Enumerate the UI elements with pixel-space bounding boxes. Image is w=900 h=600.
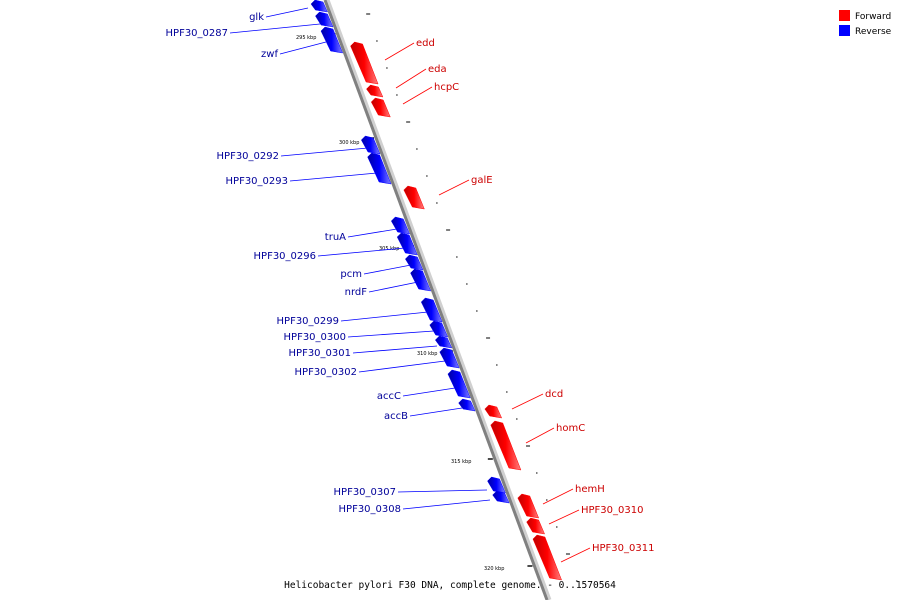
legend-reverse-swatch xyxy=(839,25,850,36)
gene-label-zwf[interactable]: zwf xyxy=(261,49,278,60)
legend: Forward Reverse xyxy=(839,10,892,37)
gene-block-zwf[interactable] xyxy=(320,26,344,54)
gene-label-hpf30_0299[interactable]: HPF30_0299 xyxy=(277,316,339,327)
gene-leader-line xyxy=(358,360,446,373)
gene-label-hemh[interactable]: hemH xyxy=(575,484,605,495)
gene-block-nrdf[interactable] xyxy=(410,268,432,292)
gene-block-gale[interactable] xyxy=(403,185,425,210)
gene-label-hpf30_0296[interactable]: HPF30_0296 xyxy=(254,251,316,262)
gene-block-hpf30_0296[interactable] xyxy=(396,232,418,256)
gene-label-homc[interactable]: homC xyxy=(556,423,585,434)
gene-block-glk[interactable] xyxy=(310,0,328,13)
gene-leader-line xyxy=(542,488,574,505)
gene-block-hpf30_0292[interactable] xyxy=(361,135,381,155)
gene-block-hpf30_0311[interactable] xyxy=(532,534,562,581)
gene-layer xyxy=(310,0,562,581)
gene-leader-line xyxy=(397,489,488,493)
gene-block-dcd[interactable] xyxy=(484,404,503,419)
gene-block-trua[interactable] xyxy=(390,216,410,235)
gene-leader-line xyxy=(280,147,369,157)
gene-label-pcm[interactable]: pcm xyxy=(340,269,362,280)
gene-leader-line xyxy=(229,23,321,34)
gene-label-hpf30_0302[interactable]: HPF30_0302 xyxy=(295,367,357,378)
gene-label-hpf30_0292[interactable]: HPF30_0292 xyxy=(217,151,279,162)
gene-label-hpf30_0307[interactable]: HPF30_0307 xyxy=(334,487,396,498)
tick-label: 320 kbp xyxy=(484,566,504,572)
gene-leader-line xyxy=(347,228,398,238)
gene-block-hpf30_0308[interactable] xyxy=(492,490,510,504)
backbone-shadow xyxy=(324,0,552,600)
gene-label-gale[interactable]: galE xyxy=(471,175,493,186)
gene-leader-line xyxy=(265,7,309,18)
gene-block-hpf30_0302[interactable] xyxy=(439,347,460,369)
gene-label-hpf30_0310[interactable]: HPF30_0310 xyxy=(581,505,643,516)
gene-leader-line xyxy=(368,281,419,293)
tick-label: 300 kbp xyxy=(339,140,359,146)
gene-block-accc[interactable] xyxy=(447,369,471,399)
gene-label-hpf30_0308[interactable]: HPF30_0308 xyxy=(339,504,401,515)
tick-label: 305 kbp xyxy=(379,246,399,252)
gene-leader-line xyxy=(363,264,412,275)
gene-leader-line xyxy=(409,407,463,417)
gene-label-trua[interactable]: truA xyxy=(325,232,346,243)
gene-leader-line xyxy=(548,509,580,525)
gene-leader-line xyxy=(395,68,427,89)
gene-block-accb[interactable] xyxy=(458,398,476,412)
gene-label-hpf30_0287[interactable]: HPF30_0287 xyxy=(166,28,228,39)
gene-block-hemh[interactable] xyxy=(517,493,540,519)
gene-leader-line xyxy=(402,387,456,397)
gene-block-hpf30_0300[interactable] xyxy=(429,320,449,338)
gene-block-edd[interactable] xyxy=(350,41,379,85)
genome-caption: Helicobacter pylori F30 DNA, complete ge… xyxy=(284,580,616,591)
gene-leader-line xyxy=(560,547,591,563)
tick-label: 315 kbp xyxy=(451,459,471,465)
gene-label-hpf30_0300[interactable]: HPF30_0300 xyxy=(284,332,346,343)
gene-leader-line xyxy=(438,179,470,196)
gene-block-homc[interactable] xyxy=(490,420,522,471)
gene-leader-line xyxy=(289,172,378,182)
gene-block-hpf30_0287[interactable] xyxy=(315,11,334,28)
gene-label-edd[interactable]: edd xyxy=(416,38,435,49)
gene-leader-line xyxy=(340,311,429,322)
gene-leader-line xyxy=(317,247,406,257)
gene-label-hpf30_0301[interactable]: HPF30_0301 xyxy=(289,348,351,359)
gene-leader-line xyxy=(384,42,415,61)
gene-leader-line xyxy=(525,427,555,444)
gene-block-hcpc[interactable] xyxy=(370,97,391,118)
gene-block-hpf30_0293[interactable] xyxy=(367,152,392,185)
gene-leader-line xyxy=(402,499,491,510)
gene-block-pcm[interactable] xyxy=(405,254,424,271)
legend-reverse-label: Reverse xyxy=(855,27,892,37)
gene-block-eda[interactable] xyxy=(366,84,384,98)
gene-leader-line xyxy=(352,345,438,354)
gene-block-hpf30_0310[interactable] xyxy=(526,517,545,535)
gene-label-nrdf[interactable]: nrdF xyxy=(345,287,368,298)
legend-forward-label: Forward xyxy=(855,12,891,22)
legend-forward-swatch xyxy=(839,10,850,21)
gene-leader-line xyxy=(511,393,544,410)
gene-label-glk[interactable]: glk xyxy=(249,12,264,23)
gene-leader-line xyxy=(279,41,327,55)
gene-label-hpf30_0311[interactable]: HPF30_0311 xyxy=(592,543,654,554)
gene-label-accc[interactable]: accC xyxy=(377,391,401,402)
tick-label: 310 kbp xyxy=(417,351,437,357)
gene-label-dcd[interactable]: dcd xyxy=(545,389,563,400)
gene-block-hpf30_0299[interactable] xyxy=(420,297,443,323)
gene-block-hpf30_0301[interactable] xyxy=(434,335,453,349)
gene-leader-line xyxy=(347,330,435,338)
gene-label-eda[interactable]: eda xyxy=(428,64,447,75)
gene-leader-line xyxy=(402,86,433,105)
gene-label-hpf30_0293[interactable]: HPF30_0293 xyxy=(226,176,288,187)
gene-label-hcpc[interactable]: hcpC xyxy=(434,82,459,93)
gene-label-accb[interactable]: accB xyxy=(384,411,408,422)
backbone xyxy=(323,0,549,600)
gene-block-hpf30_0307[interactable] xyxy=(487,476,506,494)
tick-label: 295 kbp xyxy=(296,35,316,41)
